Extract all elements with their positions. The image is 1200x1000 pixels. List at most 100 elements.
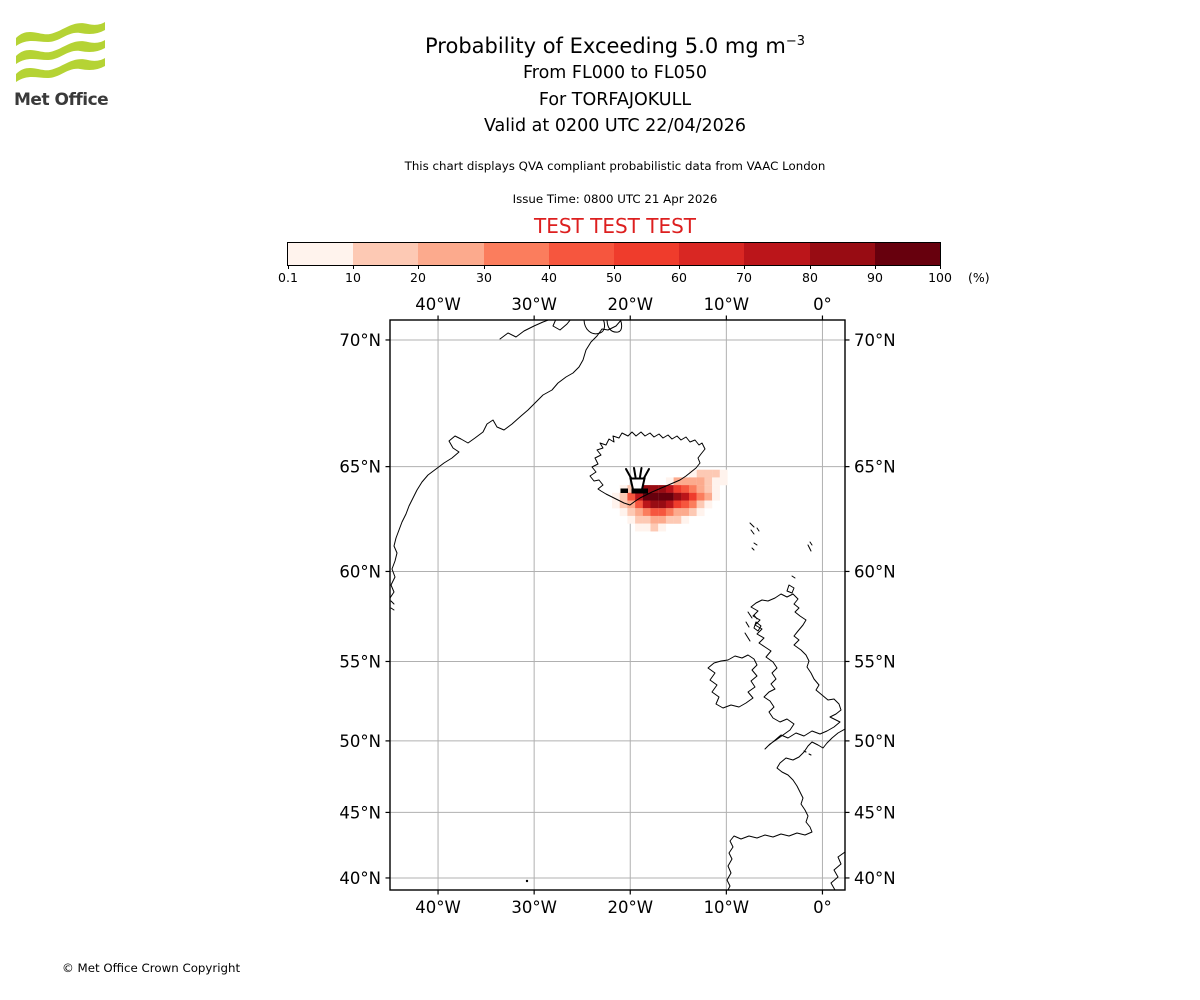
colorbar-tick-label: 70 bbox=[736, 270, 752, 285]
issue-time: Issue Time: 0800 UTC 21 Apr 2026 bbox=[512, 192, 718, 206]
lon-label-top: 10°W bbox=[704, 295, 750, 314]
colorbar-tick bbox=[940, 265, 941, 269]
plume-cell bbox=[642, 500, 651, 509]
lon-label-bottom: 30°W bbox=[511, 898, 557, 917]
plume-cell bbox=[673, 500, 682, 509]
plume-cell bbox=[689, 508, 697, 517]
colorbar-unit-label: (%) bbox=[968, 270, 990, 285]
plume-cell bbox=[704, 485, 713, 493]
subtitle-valid-time: Valid at 0200 UTC 22/04/2026 bbox=[483, 116, 747, 136]
subtitle-volcano: For TORFAJOKULL bbox=[538, 89, 692, 110]
plume-cell bbox=[642, 492, 651, 501]
colorbar-cell bbox=[874, 243, 941, 265]
lat-label-left: 55°N bbox=[339, 652, 381, 671]
volcano-icon bbox=[620, 467, 650, 494]
colorbar-cell bbox=[483, 243, 549, 265]
plume-cell bbox=[635, 500, 643, 509]
plume-cell bbox=[665, 492, 674, 501]
colorbar-tick bbox=[744, 265, 745, 269]
plume-cell bbox=[689, 500, 697, 509]
plume-cell bbox=[681, 508, 690, 517]
colorbar-cell bbox=[744, 243, 810, 265]
colorbar-tick-label: 0.1 bbox=[278, 270, 298, 285]
plume-cell bbox=[665, 508, 674, 517]
coast-greenland-fjords4 bbox=[606, 320, 623, 333]
plume-cell bbox=[642, 515, 651, 524]
plume-cell bbox=[627, 508, 636, 517]
colorbar-ticks bbox=[288, 265, 941, 270]
coast-iceland bbox=[589, 431, 706, 506]
lat-label-right: 70°N bbox=[854, 331, 896, 350]
colorbar-tick bbox=[810, 265, 811, 269]
lat-label-left: 45°N bbox=[339, 803, 381, 822]
plume-cell bbox=[712, 492, 720, 501]
coast-greenland bbox=[390, 320, 622, 599]
coastlines bbox=[390, 320, 845, 890]
map-border bbox=[389, 319, 846, 891]
plume-cell bbox=[704, 469, 713, 478]
coast-greenland-islets bbox=[390, 600, 395, 611]
plume-cell bbox=[696, 477, 705, 486]
plume-cell bbox=[665, 500, 674, 509]
page-title: Probability of Exceeding 5.0 mg m−3 bbox=[425, 34, 805, 58]
met-office-logo: Met Office bbox=[14, 22, 124, 110]
plume-cell bbox=[673, 485, 682, 493]
plume-cell bbox=[658, 523, 667, 532]
plume-cell bbox=[681, 515, 690, 524]
plume-cell bbox=[619, 500, 628, 509]
colorbar-cell bbox=[614, 243, 680, 265]
plume-cell bbox=[665, 477, 674, 486]
colorbar-tick-label: 50 bbox=[606, 270, 622, 285]
plume-cell bbox=[712, 469, 720, 478]
plume-cell bbox=[635, 523, 643, 532]
plume-cell bbox=[719, 469, 728, 478]
plume-cell bbox=[696, 508, 705, 517]
lat-label-right: 45°N bbox=[854, 803, 896, 822]
lat-label-left: 50°N bbox=[339, 732, 381, 751]
plume-cell bbox=[627, 492, 636, 501]
coast-great-britain bbox=[750, 593, 842, 750]
coast-greenland-fjords3 bbox=[583, 320, 606, 335]
lat-label-left: 40°N bbox=[339, 869, 381, 888]
plume-cell bbox=[696, 500, 705, 509]
plume-cell bbox=[719, 477, 728, 486]
plume-cell bbox=[658, 492, 667, 501]
colorbar-cell bbox=[548, 243, 615, 265]
plume-cell bbox=[689, 492, 697, 501]
plume-cell bbox=[689, 469, 697, 478]
plume-cell bbox=[681, 477, 690, 486]
plume-cell bbox=[650, 492, 659, 501]
coast-faroe bbox=[749, 522, 760, 535]
lat-label-left: 70°N bbox=[339, 331, 381, 350]
coast-spain-med bbox=[830, 851, 845, 890]
subtitle-flight-levels: From FL000 to FL050 bbox=[522, 63, 708, 83]
colorbar-tick bbox=[418, 265, 419, 269]
header-block: Probability of Exceeding 5.0 mg m−3 From… bbox=[15, 28, 1200, 140]
plume-cell bbox=[619, 508, 628, 517]
lat-label-right: 60°N bbox=[854, 562, 896, 581]
colorbar-cell bbox=[809, 243, 875, 265]
lat-label-right: 50°N bbox=[854, 732, 896, 751]
colorbar-tick-label: 10 bbox=[345, 270, 361, 285]
colorbar-tick-label: 90 bbox=[867, 270, 883, 285]
colorbar-tick-label: 100 bbox=[928, 270, 952, 285]
colorbar-cell bbox=[679, 243, 745, 265]
plume-cell bbox=[635, 492, 643, 501]
plume-cell bbox=[712, 477, 720, 486]
plume-cell bbox=[704, 477, 713, 486]
colorbar-tick bbox=[614, 265, 615, 269]
copyright-notice: © Met Office Crown Copyright bbox=[62, 961, 241, 975]
plume-cell bbox=[619, 492, 628, 501]
coast-azores-islet bbox=[525, 879, 529, 883]
colorbar-tick bbox=[549, 265, 550, 269]
plume-cell bbox=[681, 492, 690, 501]
coast-greenland-fjords bbox=[499, 320, 550, 340]
coast-shetland bbox=[807, 541, 813, 552]
plume-cell bbox=[696, 469, 705, 478]
plume-cell bbox=[642, 508, 651, 517]
ash-plume-heatmap bbox=[612, 469, 728, 532]
plume-cell bbox=[650, 515, 659, 524]
lon-label-bottom: 0° bbox=[813, 898, 832, 917]
plume-cell bbox=[658, 500, 667, 509]
